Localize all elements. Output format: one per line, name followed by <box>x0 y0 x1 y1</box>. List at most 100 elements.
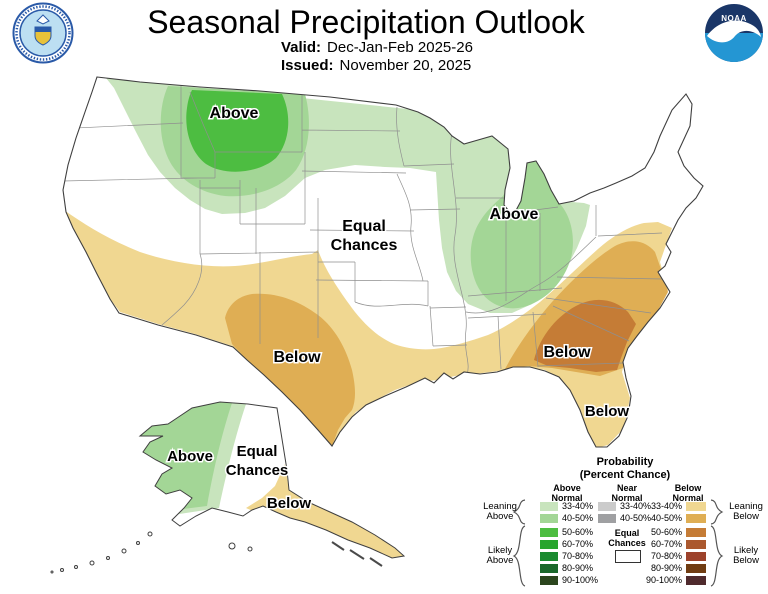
legend-row-above-70-80: 70-80% <box>540 551 593 561</box>
issued-line: Issued: November 20, 2025 <box>281 57 473 75</box>
legend-row-below-70-80: 70-80% <box>644 551 706 561</box>
legend-swatch-below-70-80 <box>686 551 706 561</box>
label-above-ohio-valley: Above <box>490 206 539 223</box>
legend-label-leaning-above: Leaning Above <box>483 501 517 522</box>
legend-swatch-above-70-80 <box>540 551 558 561</box>
legend-swatch-above-33-40 <box>540 501 558 511</box>
doc-shield-emblem <box>34 14 52 46</box>
legend-row-above-50-60: 50-60% <box>540 527 593 537</box>
label-equal-chances-alaska-line2: Chances <box>226 462 289 479</box>
issued-value: November 20, 2025 <box>339 57 472 74</box>
legend-title-line2: (Percent Chance) <box>579 469 671 481</box>
legend-row-below-80-90: 80-90% <box>644 563 706 573</box>
legend-range-label: 33-40% <box>650 501 682 511</box>
legend-swatch-below-90-100 <box>686 575 706 585</box>
legend-range-label: 40-50% <box>650 513 682 523</box>
bracket-leaning-above <box>512 499 526 525</box>
legend-swatch-above-90-100 <box>540 575 558 585</box>
legend-row-above-33-40: 33-40% <box>540 501 593 511</box>
legend-row-near-33-40: 33-40% <box>598 501 651 511</box>
legend-range-label: 40-50% <box>562 513 594 523</box>
legend-range-label: 33-40% <box>562 501 594 511</box>
valid-label: Valid: <box>281 39 322 56</box>
legend-row-above-60-70: 60-70% <box>540 539 593 549</box>
region-below-33-40-south <box>64 210 672 447</box>
legend-title: Probability (Percent Chance) <box>482 456 768 482</box>
legend-swatch-below-50-60 <box>686 527 706 537</box>
panhandle-islands <box>331 541 383 567</box>
valid-issued-block: Valid: Dec-Jan-Feb 2025-26 Issued: Novembe… <box>281 39 473 75</box>
legend-range-label: 80-90% <box>562 563 594 573</box>
legend-range-label: 70-80% <box>562 551 594 561</box>
bracket-likely-above <box>512 525 526 587</box>
legend-row-near-40-50: 40-50% <box>598 513 651 523</box>
legend-swatch-above-60-70 <box>540 539 558 549</box>
region-below-40-50-texas <box>225 293 355 446</box>
legend-swatch-below-40-50 <box>686 513 706 523</box>
legend-header-above-normal: Above Normal <box>551 483 583 503</box>
legend-swatch-below-60-70 <box>686 539 706 549</box>
label-below-alaska: Below <box>267 495 312 512</box>
legend-swatch-below-33-40 <box>686 501 706 511</box>
region-ak-below-33-40 <box>246 464 404 558</box>
legend-swatch-near-40-50 <box>598 513 616 523</box>
label-equal-chances-alaska-line1: Equal <box>237 443 278 460</box>
legend-row-below-40-50: 40-50% <box>644 513 706 523</box>
noaa-seagull-icon <box>707 20 761 43</box>
legend-range-label: 50-60% <box>650 527 682 537</box>
legend-range-label: 90-100% <box>645 575 682 585</box>
legend-swatch-below-80-90 <box>686 563 706 573</box>
legend-row-below-60-70: 60-70% <box>644 539 706 549</box>
legend-equal-chances-label: Equal Chances <box>608 528 646 548</box>
legend-swatch-above-50-60 <box>540 527 558 537</box>
legend-label-likely-above: Likely Above <box>486 545 514 566</box>
label-equal-chances-line1: Equal <box>342 218 386 235</box>
department-of-commerce-seal <box>12 2 74 64</box>
legend-row-below-90-100: 90-100% <box>644 575 706 585</box>
legend-range-label: 70-80% <box>650 551 682 561</box>
legend: Probability (Percent Chance) Above Normal… <box>482 454 768 594</box>
label-below-texas: Below <box>273 349 321 366</box>
alaska-outline <box>138 401 406 559</box>
legend-range-label: 60-70% <box>650 539 682 549</box>
label-equal-chances-line2: Chances <box>331 237 398 254</box>
legend-swatch-above-40-50 <box>540 513 558 523</box>
valid-value: Dec-Jan-Feb 2025-26 <box>327 39 473 56</box>
legend-row-above-80-90: 80-90% <box>540 563 593 573</box>
region-above-40-50-ohio-valley <box>470 160 573 309</box>
label-below-southeast: Below <box>543 344 591 361</box>
legend-swatch-equal-chances <box>615 550 641 563</box>
legend-row-below-33-40: 33-40% <box>644 501 706 511</box>
legend-range-label: 33-40% <box>620 501 652 511</box>
legend-label-likely-below: Likely Below <box>733 545 759 566</box>
label-below-florida: Below <box>585 403 630 420</box>
legend-row-below-50-60: 50-60% <box>644 527 706 537</box>
legend-label-leaning-below: Leaning Below <box>729 501 763 522</box>
aleutian-islands <box>50 531 253 574</box>
legend-header-near-normal: Near Normal <box>611 483 643 503</box>
valid-line: Valid: Dec-Jan-Feb 2025-26 <box>281 39 473 57</box>
bracket-likely-below <box>710 525 724 587</box>
conus-outline <box>62 76 704 448</box>
label-above-alaska: Above <box>167 448 213 465</box>
page-title: Seasonal Precipitation Outlook <box>147 4 585 40</box>
legend-range-label: 60-70% <box>562 539 594 549</box>
legend-range-label: 50-60% <box>562 527 594 537</box>
legend-swatch-near-33-40 <box>598 501 616 511</box>
legend-header-below-normal: Below Normal <box>672 483 704 503</box>
legend-title-line1: Probability <box>596 456 654 468</box>
noaa-logo-text: NOAA <box>721 14 747 23</box>
region-below-50-60-southeast-core <box>534 299 636 372</box>
noaa-logo: NOAA <box>705 4 763 62</box>
legend-swatch-above-80-90 <box>540 563 558 573</box>
legend-range-label: 40-50% <box>620 513 652 523</box>
label-above-northwest: Above <box>210 105 259 122</box>
state-boundaries <box>63 85 664 376</box>
issued-label: Issued: <box>281 57 334 74</box>
legend-range-label: 80-90% <box>650 563 682 573</box>
legend-row-above-40-50: 40-50% <box>540 513 593 523</box>
bracket-leaning-below <box>710 499 724 525</box>
legend-row-above-90-100: 90-100% <box>540 575 598 585</box>
